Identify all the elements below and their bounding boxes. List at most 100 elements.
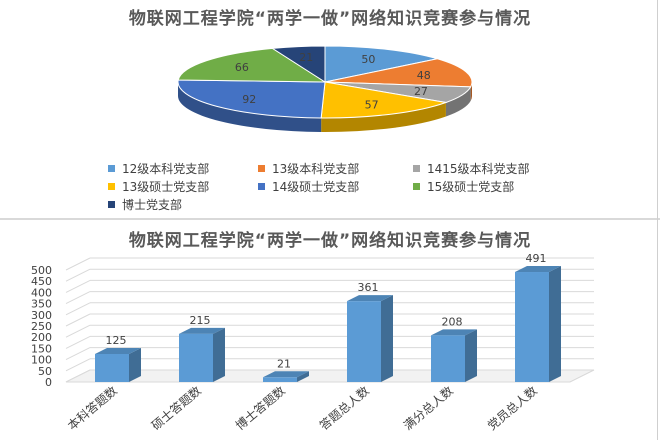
legend-label-0: 12级本科党支部	[122, 162, 210, 176]
bar-front-0	[95, 354, 129, 382]
pie-slice-3	[320, 81, 448, 119]
y-tick-label-6: 300	[31, 309, 52, 322]
bar-3: 361	[347, 281, 393, 382]
y-tick-label-4: 200	[31, 331, 52, 344]
x-tick-labels: 本科答题数 硕士答题数 博士答题数 答题总人数 满分总人数 党员总人数	[64, 383, 540, 433]
bars: 125 215 21 361 208 491	[95, 252, 561, 382]
bar-data-label-5: 491	[526, 252, 547, 265]
gridline-side-2	[65, 347, 91, 361]
legend-swatch-4	[258, 183, 265, 190]
bar-data-label-3: 361	[358, 281, 379, 294]
bar-floor	[65, 369, 595, 383]
x-tick-label-3: 答题总人数	[316, 383, 372, 433]
x-tick-label-4: 满分总人数	[400, 383, 456, 433]
pie-data-label-3: 57	[365, 98, 379, 111]
bar-side-4	[465, 329, 477, 382]
bar-4: 208	[431, 315, 477, 382]
bar-chart-title: 物联网工程学院“两学一做”网络知识竞赛参与情况	[128, 231, 532, 251]
bar-top-0	[95, 348, 141, 354]
pie-slice-1	[324, 58, 473, 88]
y-tick-label-0: 0	[45, 376, 52, 389]
pie-slice-6	[270, 45, 326, 83]
chart-divider	[0, 218, 660, 220]
gridline-side-6	[65, 302, 91, 316]
gridline-side-1	[65, 358, 91, 372]
gridline-side-9	[65, 268, 91, 282]
bar-side-0	[129, 348, 141, 382]
bar-side-5	[549, 266, 561, 382]
bar-5: 491	[515, 252, 561, 382]
legend-label-1: 13级本科党支部	[272, 162, 360, 176]
legend-item-4: 14级硕士党支部	[258, 178, 359, 195]
pie-data-label-6: 21	[299, 51, 313, 64]
x-tick-label-2: 博士答题数	[232, 383, 288, 433]
pie-data-label-0: 50	[361, 53, 375, 66]
pie-chart: 50 48 27 57 92 66 21	[177, 45, 473, 132]
legend-item-6: 博士党支部	[108, 196, 182, 213]
y-tick-label-5: 250	[31, 320, 52, 333]
pie-data-label-2: 27	[414, 85, 428, 98]
pie-data-labels: 50 48 27 57 92 66 21	[235, 51, 431, 111]
bar-1: 215	[179, 314, 225, 382]
legend-item-5: 15级硕士党支部	[413, 178, 514, 195]
legend-label-3: 13级硕士党支部	[122, 180, 210, 194]
legend-swatch-5	[413, 183, 420, 190]
bar-front-5	[515, 272, 549, 382]
bar-top-2	[263, 371, 309, 378]
bar-front-2	[263, 377, 297, 382]
bar-data-label-4: 208	[442, 315, 463, 328]
bar-front-3	[347, 301, 381, 382]
legend-label-2: 1415级本科党支部	[427, 162, 530, 176]
legend-swatch-0	[108, 165, 115, 172]
pie-chart-panel: 物联网工程学院“两学一做”网络知识竞赛参与情况 50 48 27 57 92 66 21 1…	[0, 0, 660, 218]
gridline-side-7	[65, 291, 91, 305]
gridline-side-5	[65, 313, 91, 327]
pie-slice-5	[177, 47, 327, 83]
legend-swatch-1	[258, 165, 265, 172]
pie-data-label-5: 66	[235, 61, 249, 74]
bar-top-4	[431, 329, 477, 336]
bar-top-3	[347, 295, 393, 302]
bar-top-5	[515, 266, 561, 273]
pie-slices	[177, 45, 473, 119]
pie-slice-4	[177, 79, 326, 119]
bar-chart-panel: 物联网工程学院“两学一做”网络知识竞赛参与情况 0 50 100 150 200 250 3…	[0, 220, 660, 440]
bar-side-2	[297, 371, 309, 382]
legend-item-3: 13级硕士党支部	[108, 178, 209, 195]
legend-swatch-6	[108, 201, 115, 208]
y-tick-label-7: 350	[31, 298, 52, 311]
y-tick-label-10: 500	[31, 264, 52, 277]
bar-side-3	[381, 295, 393, 382]
legend-item-0: 12级本科党支部	[108, 160, 209, 177]
legend-label-4: 14级硕士党支部	[272, 180, 360, 194]
y-tick-label-9: 450	[31, 275, 52, 288]
bar-data-label-0: 125	[106, 334, 127, 347]
bar-2: 21	[263, 357, 309, 382]
x-tick-label-1: 硕士答题数	[148, 383, 204, 433]
bar-front-4	[431, 335, 465, 382]
legend-swatch-3	[108, 183, 115, 190]
legend-label-5: 15级硕士党支部	[427, 180, 515, 194]
y-tick-label-2: 100	[31, 354, 52, 367]
x-tick-label-5: 党员总人数	[484, 383, 540, 433]
pie-slice-0	[324, 45, 438, 83]
window-edge	[657, 0, 658, 440]
bar-front-1	[179, 333, 213, 382]
legend-item-2: 1415级本科党支部	[413, 160, 530, 177]
pie-chart-title: 物联网工程学院“两学一做”网络知识竞赛参与情况	[128, 9, 532, 29]
bar-data-label-1: 215	[190, 314, 211, 327]
bar-0: 125	[95, 334, 141, 382]
bar-data-label-2: 21	[277, 357, 291, 370]
gridline-side-8	[65, 279, 91, 293]
bar-gridlines	[65, 257, 595, 383]
legend-swatch-2	[413, 165, 420, 172]
pie-side-4	[178, 82, 322, 132]
y-tick-label-1: 50	[38, 365, 52, 378]
x-tick-label-0: 本科答题数	[64, 383, 120, 433]
pie-side-2	[445, 86, 471, 117]
pie-side-3	[321, 102, 446, 132]
legend-item-1: 13级本科党支部	[258, 160, 359, 177]
gridline-side-4	[65, 324, 91, 338]
